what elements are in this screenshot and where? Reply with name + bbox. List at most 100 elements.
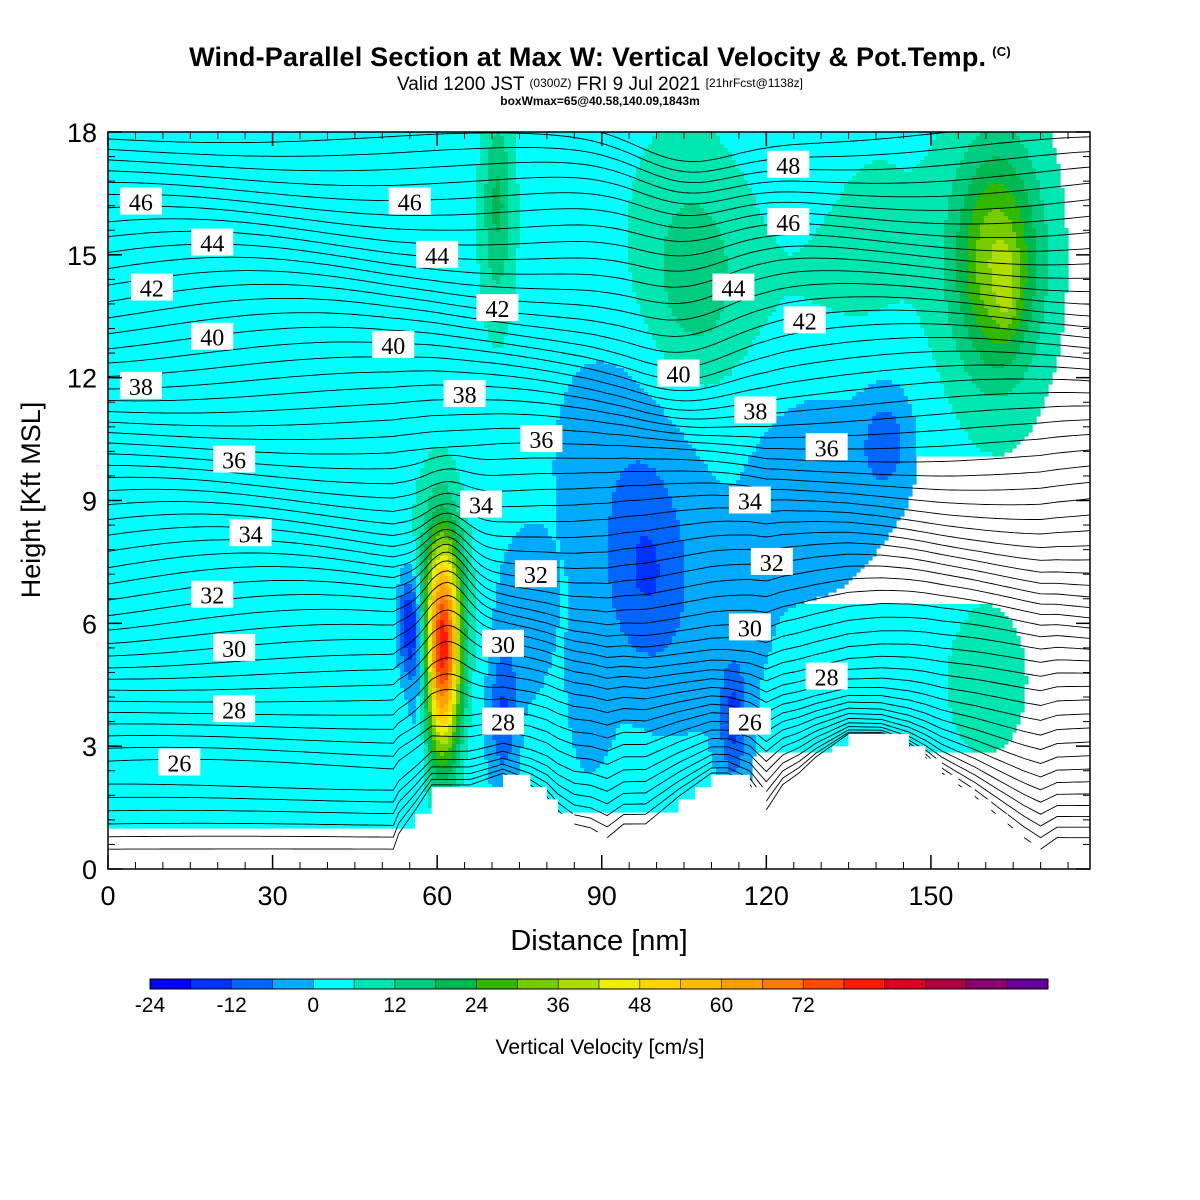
velocity-cell (684, 588, 837, 593)
velocity-cell (428, 636, 433, 641)
velocity-cell (940, 376, 973, 381)
velocity-cell (432, 752, 437, 757)
velocity-cell (956, 276, 969, 281)
velocity-cell (892, 380, 941, 385)
velocity-cell (108, 444, 557, 449)
velocity-cell (444, 664, 449, 669)
velocity-cell (412, 652, 417, 657)
velocity-cell (644, 152, 733, 157)
velocity-cell (676, 512, 905, 517)
velocity-cell (108, 324, 485, 329)
velocity-cell (416, 544, 421, 549)
velocity-cell (712, 764, 729, 769)
velocity-cell (488, 772, 521, 777)
velocity-cell (912, 304, 949, 309)
velocity-cell (476, 192, 485, 197)
contour-label-box (805, 433, 848, 461)
velocity-cell (492, 208, 501, 213)
velocity-cell (1036, 176, 1061, 181)
velocity-cell (460, 664, 465, 669)
velocity-cell (1004, 212, 1021, 217)
velocity-cell (464, 492, 557, 497)
contour-label-text: 34 (469, 494, 493, 520)
velocity-cell (460, 556, 469, 561)
velocity-cell (512, 748, 521, 753)
velocity-cell (400, 676, 409, 681)
velocity-cell (508, 156, 517, 161)
velocity-cell (924, 332, 953, 337)
velocity-cell (424, 640, 429, 645)
velocity-cell (728, 700, 741, 705)
velocity-cell (476, 228, 489, 233)
velocity-cell (472, 720, 485, 725)
velocity-cell (420, 476, 461, 481)
velocity-cell (440, 532, 445, 537)
velocity-cell (560, 416, 669, 421)
velocity-cell (760, 328, 925, 333)
velocity-cell (468, 636, 477, 641)
velocity-cell (452, 588, 457, 593)
velocity-cell (820, 304, 889, 309)
velocity-cell (480, 160, 489, 165)
velocity-cell (1028, 328, 1041, 333)
velocity-cell (900, 456, 917, 461)
contour-label-box (657, 359, 700, 387)
velocity-cell (452, 656, 457, 661)
velocity-cell (452, 720, 457, 725)
velocity-cell (616, 488, 669, 493)
velocity-cell (944, 228, 961, 233)
velocity-cell (404, 692, 421, 697)
velocity-cell (476, 668, 489, 673)
velocity-cell (452, 512, 461, 517)
velocity-cell (404, 584, 413, 589)
velocity-cell (456, 564, 461, 569)
velocity-cell (1020, 208, 1033, 213)
velocity-cell (476, 664, 489, 669)
velocity-cell (520, 760, 581, 765)
velocity-cell (852, 396, 909, 401)
velocity-cell (108, 728, 421, 733)
velocity-cell (444, 532, 453, 537)
contour-label-box (728, 707, 771, 735)
velocity-cell (968, 276, 977, 281)
velocity-cell (428, 708, 433, 713)
velocity-cell (1016, 232, 1025, 237)
velocity-cell (544, 680, 565, 685)
velocity-cell (508, 208, 521, 213)
velocity-cell (640, 164, 737, 169)
velocity-cell (108, 772, 425, 777)
velocity-cell (432, 616, 437, 621)
velocity-cell (736, 364, 937, 369)
velocity-cell (608, 536, 641, 541)
velocity-cell (500, 700, 509, 705)
velocity-cell (404, 612, 417, 617)
velocity-cell (484, 224, 497, 229)
velocity-cell (432, 652, 437, 657)
velocity-cell (400, 668, 405, 673)
velocity-cell (396, 608, 401, 613)
velocity-cell (572, 728, 617, 733)
velocity-cell (452, 696, 457, 701)
velocity-cell (452, 732, 457, 737)
velocity-cell (464, 720, 473, 725)
colorbar-bin (313, 979, 355, 989)
velocity-cell (468, 640, 477, 645)
velocity-cell (424, 516, 433, 521)
velocity-cell (1004, 240, 1017, 245)
velocity-cell (492, 608, 561, 613)
velocity-cell (428, 712, 433, 717)
velocity-cell (108, 556, 417, 561)
velocity-cell (956, 412, 1041, 417)
velocity-cell (628, 268, 665, 273)
velocity-cell (656, 576, 685, 581)
velocity-cell (1036, 352, 1061, 357)
y-tick-label: 15 (67, 241, 97, 271)
velocity-cell (724, 672, 741, 677)
velocity-cell (472, 532, 517, 537)
velocity-cell (684, 540, 885, 545)
velocity-cell (108, 472, 421, 477)
velocity-cell (432, 644, 437, 649)
velocity-cell (1020, 268, 1029, 273)
velocity-cell (492, 344, 505, 349)
velocity-cell (980, 604, 993, 609)
